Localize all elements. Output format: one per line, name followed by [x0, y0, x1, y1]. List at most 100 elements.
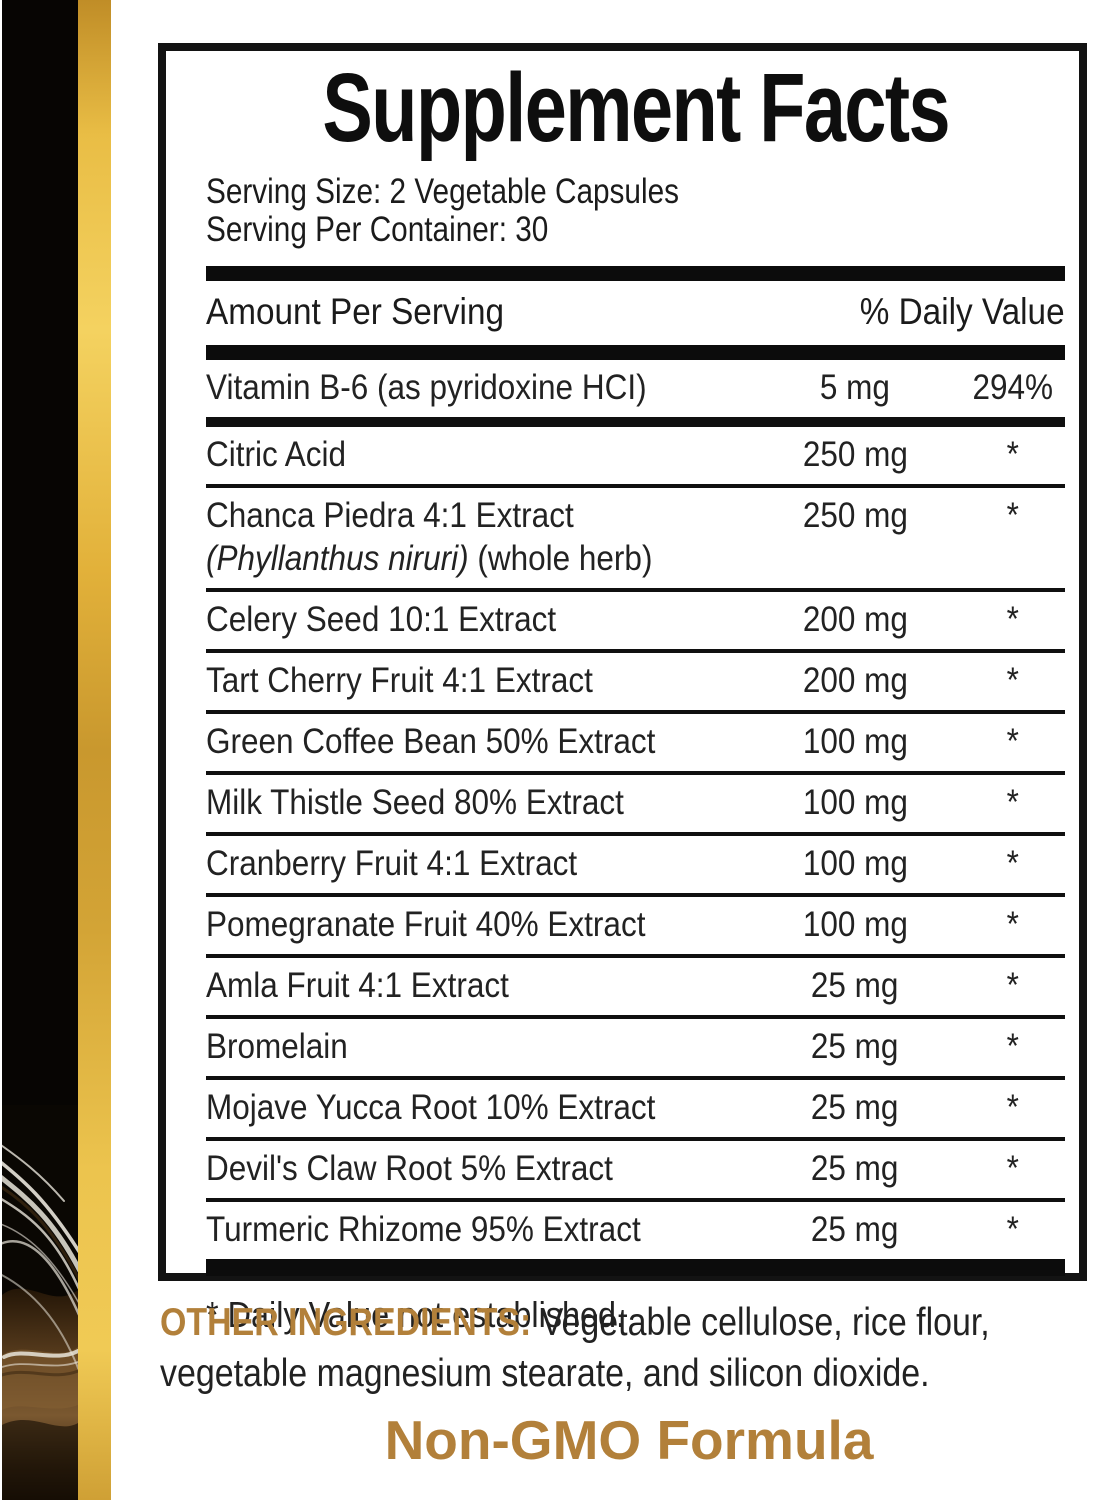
other-ingredients-line1: OTHER INGREDIENTS: Vegetable cellulose, …	[160, 1297, 1098, 1348]
ingredient-daily-value: *	[1006, 495, 1019, 535]
ingredient-name-cell: Pomegranate Fruit 40% Extract	[206, 903, 750, 946]
ingredient-name-cell: Turmeric Rhizome 95% Extract	[206, 1208, 750, 1251]
ingredient-amount-cell: 250 mg	[750, 433, 960, 476]
ingredient-dv-cell: 294%	[960, 366, 1065, 409]
ingredient-dv-cell: *	[960, 1025, 1065, 1068]
table-row: Cranberry Fruit 4:1 Extract 100 mg *	[206, 836, 1065, 897]
ingredient-daily-value: *	[1006, 1087, 1019, 1127]
ingredient-name-cell: Amla Fruit 4:1 Extract	[206, 964, 750, 1007]
ingredient-amount: 250 mg	[802, 495, 908, 535]
ingredient-dv-cell: *	[960, 598, 1065, 641]
other-ingredients-label: OTHER INGREDIENTS:	[160, 1301, 532, 1344]
ingredient-name: Vitamin B-6 (as pyridoxine HCI)	[206, 367, 647, 407]
ingredient-amount: 25 mg	[811, 1209, 899, 1249]
table-row: Green Coffee Bean 50% Extract 100 mg *	[206, 714, 1065, 775]
ingredient-amount-cell: 25 mg	[750, 1147, 960, 1190]
ingredient-daily-value: *	[1006, 434, 1019, 474]
ingredient-amount: 25 mg	[811, 1026, 899, 1066]
ingredient-daily-value: *	[1006, 965, 1019, 1005]
ingredient-name: Cranberry Fruit 4:1 Extract	[206, 843, 578, 883]
ingredient-name: Green Coffee Bean 50% Extract	[206, 721, 656, 761]
ingredient-name-suffix: (whole herb)	[468, 538, 653, 578]
daily-value-label: % Daily Value	[860, 290, 1065, 332]
ingredient-dv-cell: *	[960, 1208, 1065, 1251]
table-row: Celery Seed 10:1 Extract 200 mg *	[206, 592, 1065, 653]
ingredient-dv-cell: *	[960, 1086, 1065, 1129]
fabric-swirl-graphic	[2, 1105, 78, 1500]
ingredient-name-cell: Milk Thistle Seed 80% Extract	[206, 781, 750, 824]
table-row: Chanca Piedra 4:1 Extract (Phyllanthus ni…	[206, 488, 1065, 592]
ingredient-daily-value: *	[1006, 843, 1019, 883]
ingredient-amount-cell: 200 mg	[750, 659, 960, 702]
other-ingredients-text1: Vegetable cellulose, rice flour,	[531, 1301, 990, 1344]
ingredient-amount: 25 mg	[811, 1148, 899, 1188]
ingredient-daily-value: *	[1006, 660, 1019, 700]
ingredient-daily-value: *	[1006, 721, 1019, 761]
ingredient-amount: 200 mg	[802, 599, 908, 639]
ingredient-name: Chanca Piedra 4:1 Extract	[206, 495, 574, 535]
ingredient-name: Bromelain	[206, 1026, 348, 1066]
ingredient-daily-value: *	[1006, 904, 1019, 944]
ingredient-dv-cell: *	[960, 659, 1065, 702]
servings-per-container-line: Serving Per Container: 30	[206, 209, 549, 249]
table-row: Vitamin B-6 (as pyridoxine HCI) 5 mg 294…	[206, 360, 1065, 427]
supplement-facts-panel: Supplement Facts Serving Size: 2 Vegetab…	[158, 43, 1087, 1335]
ingredient-amount: 100 mg	[802, 782, 908, 822]
ingredient-amount-cell: 5 mg	[750, 366, 960, 409]
ingredient-dv-cell: *	[960, 842, 1065, 885]
table-row: Turmeric Rhizome 95% Extract 25 mg *	[206, 1202, 1065, 1259]
ingredient-amount-cell: 250 mg	[750, 494, 960, 537]
other-ingredients-line2: vegetable magnesium stearate, and silico…	[160, 1352, 930, 1395]
ingredient-name: Tart Cherry Fruit 4:1 Extract	[206, 660, 593, 700]
other-ingredients: OTHER INGREDIENTS: Vegetable cellulose, …	[160, 1297, 1098, 1399]
ingredient-amount: 100 mg	[802, 904, 908, 944]
ingredient-dv-cell: *	[960, 433, 1065, 476]
ingredient-name-cell: Devil's Claw Root 5% Extract	[206, 1147, 750, 1190]
ingredient-amount-cell: 25 mg	[750, 1025, 960, 1068]
table-row: Bromelain 25 mg *	[206, 1019, 1065, 1080]
ingredient-amount-cell: 100 mg	[750, 781, 960, 824]
ingredient-daily-value: *	[1006, 1026, 1019, 1066]
ingredient-name: Amla Fruit 4:1 Extract	[206, 965, 509, 1005]
gold-vertical-bar	[78, 0, 111, 1500]
ingredient-amount: 5 mg	[819, 367, 891, 407]
ingredient-name: Milk Thistle Seed 80% Extract	[206, 782, 624, 822]
ingredient-botanical-name: (Phyllanthus niruri)	[206, 538, 469, 578]
table-row: Devil's Claw Root 5% Extract 25 mg *	[206, 1141, 1065, 1202]
ingredient-name: Pomegranate Fruit 40% Extract	[206, 904, 646, 944]
ingredient-amount: 100 mg	[802, 721, 908, 761]
serving-size-line: Serving Size: 2 Vegetable Capsules	[206, 171, 679, 211]
ingredient-amount: 100 mg	[802, 843, 908, 883]
ingredient-dv-cell: *	[960, 903, 1065, 946]
amount-per-serving-label: Amount Per Serving	[206, 290, 504, 332]
ingredient-amount-cell: 100 mg	[750, 842, 960, 885]
ingredient-name: Celery Seed 10:1 Extract	[206, 599, 557, 639]
ingredient-amount: 25 mg	[811, 965, 899, 1005]
ingredient-amount-cell: 200 mg	[750, 598, 960, 641]
ingredient-name-cell: Mojave Yucca Root 10% Extract	[206, 1086, 750, 1129]
ingredient-name-cell: Chanca Piedra 4:1 Extract (Phyllanthus ni…	[206, 494, 750, 580]
ingredient-dv-cell: *	[960, 494, 1065, 537]
ingredient-name-cell: Cranberry Fruit 4:1 Extract	[206, 842, 750, 885]
ingredient-name: Citric Acid	[206, 434, 347, 474]
rule-top	[206, 265, 1065, 281]
ingredient-name: Mojave Yucca Root 10% Extract	[206, 1087, 656, 1127]
ingredient-daily-value: *	[1006, 1148, 1019, 1188]
table-row: Pomegranate Fruit 40% Extract 100 mg *	[206, 897, 1065, 958]
ingredient-name-cell: Green Coffee Bean 50% Extract	[206, 720, 750, 763]
ingredient-amount-cell: 100 mg	[750, 720, 960, 763]
table-header: Amount Per Serving % Daily Value	[206, 281, 1065, 345]
table-row: Milk Thistle Seed 80% Extract 100 mg *	[206, 775, 1065, 836]
ingredient-name-cell: Bromelain	[206, 1025, 750, 1068]
ingredient-dv-cell: *	[960, 1147, 1065, 1190]
ingredient-name-cell: Celery Seed 10:1 Extract	[206, 598, 750, 641]
table-row: Citric Acid 250 mg *	[206, 427, 1065, 488]
ingredient-daily-value: *	[1006, 1209, 1019, 1249]
table-row: Tart Cherry Fruit 4:1 Extract 200 mg *	[206, 653, 1065, 714]
ingredient-name-cell: Tart Cherry Fruit 4:1 Extract	[206, 659, 750, 702]
serving-info: Serving Size: 2 Vegetable Capsules Servi…	[206, 171, 1065, 249]
rule-bottom	[206, 1258, 1065, 1276]
table-row: Mojave Yucca Root 10% Extract 25 mg *	[206, 1080, 1065, 1141]
ingredient-daily-value: *	[1006, 599, 1019, 639]
